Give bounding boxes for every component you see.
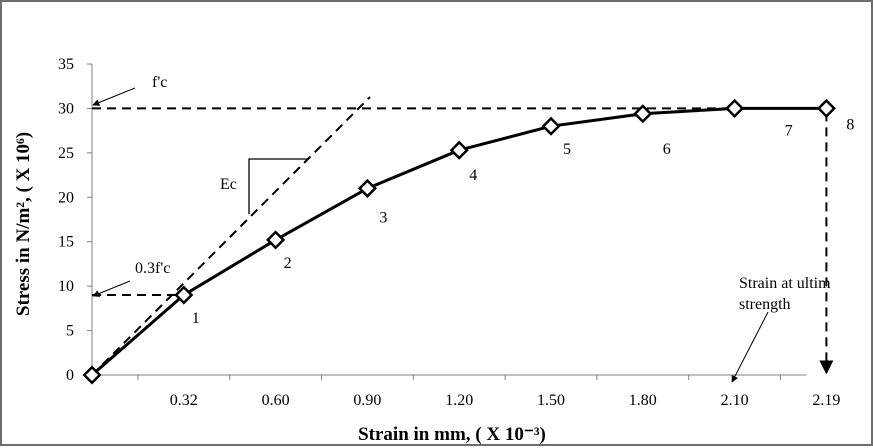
y-tick-label: 30 [58, 100, 74, 117]
y-axis-title: Stress in N/m², ( X 10⁶) [13, 132, 34, 316]
point-label: 5 [563, 141, 571, 158]
point-label: 8 [846, 116, 854, 133]
fc03-arrow [92, 280, 131, 297]
fc03-annotation: 0.3f'c [135, 260, 170, 277]
x-tick-label: 0.32 [170, 392, 198, 409]
data-point-marker [816, 98, 836, 118]
fc-annotation: f'c [152, 74, 167, 91]
data-point-marker [357, 178, 377, 198]
series-layer [82, 98, 836, 385]
x-tick-label: 1.20 [445, 392, 473, 409]
data-point-marker [541, 116, 561, 136]
data-point-marker [174, 285, 194, 305]
x-tick-label: 0.60 [262, 392, 290, 409]
data-point-marker [449, 140, 469, 160]
y-tick-label: 0 [66, 367, 74, 384]
point-label: 6 [663, 141, 671, 158]
data-point-marker [633, 104, 653, 124]
point-label: 4 [469, 167, 477, 184]
y-tick-label: 35 [58, 56, 74, 73]
label-layer: 1 2 3 4 5 6 7 8 [192, 116, 855, 327]
x-tick-label: 1.50 [537, 392, 565, 409]
fc-arrow [92, 87, 136, 106]
x-tick-label: 1.80 [629, 392, 657, 409]
ec-slope-triangle [248, 158, 307, 214]
y-tick-label: 20 [58, 189, 74, 206]
ec-tangent-line [91, 96, 371, 376]
guide-lines [91, 87, 834, 383]
x-axis-title: Strain in mm, ( X 10⁻³) [358, 424, 546, 445]
data-point-marker [82, 365, 102, 385]
data-point-marker [725, 98, 745, 118]
x-tick-label: 2.10 [721, 392, 749, 409]
data-point-marker [266, 230, 286, 250]
point-label: 1 [192, 310, 200, 327]
ec-annotation: Ec [220, 176, 237, 193]
ultimate-strain-annotation-line1: Strain at ultim [739, 275, 831, 292]
x-tick-label: 0.90 [353, 392, 381, 409]
ultimate-strain-arrow [731, 311, 769, 383]
point-label: 7 [785, 122, 793, 139]
y-tick-label: 15 [58, 234, 74, 251]
y-tick-label: 25 [58, 145, 74, 162]
y-tick-label: 5 [66, 323, 74, 340]
point-label: 2 [284, 255, 292, 272]
ultimate-strain-annotation-line2: strength [739, 296, 791, 313]
y-tick-label: 10 [58, 278, 74, 295]
point-label: 3 [379, 209, 387, 226]
x-tick-label: 2.19 [812, 392, 840, 409]
